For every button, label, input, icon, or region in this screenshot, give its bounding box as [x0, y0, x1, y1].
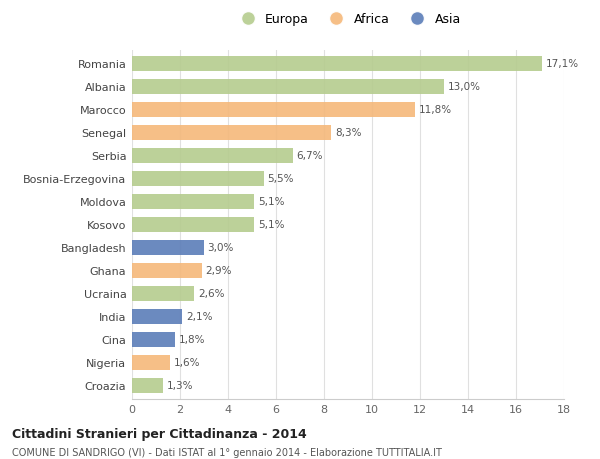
Text: 2,6%: 2,6% — [198, 289, 224, 299]
Bar — [132, 286, 194, 301]
Bar — [132, 263, 202, 278]
Bar — [132, 378, 163, 392]
Text: Cittadini Stranieri per Cittadinanza - 2014: Cittadini Stranieri per Cittadinanza - 2… — [12, 427, 307, 440]
Bar — [132, 332, 175, 347]
Bar — [132, 309, 182, 324]
Bar — [132, 57, 542, 71]
Text: 6,7%: 6,7% — [296, 151, 323, 161]
Text: 3,0%: 3,0% — [208, 243, 234, 253]
Text: 2,1%: 2,1% — [186, 312, 212, 322]
Text: 8,3%: 8,3% — [335, 128, 361, 138]
Text: 11,8%: 11,8% — [419, 105, 452, 115]
Bar — [132, 218, 254, 232]
Text: 5,5%: 5,5% — [268, 174, 294, 184]
Bar — [132, 172, 264, 186]
Text: 2,9%: 2,9% — [205, 266, 232, 276]
Text: 17,1%: 17,1% — [546, 59, 579, 69]
Text: 1,6%: 1,6% — [174, 358, 200, 368]
Bar — [132, 241, 204, 255]
Text: 5,1%: 5,1% — [258, 197, 284, 207]
Text: 5,1%: 5,1% — [258, 220, 284, 230]
Bar — [132, 126, 331, 140]
Bar — [132, 355, 170, 370]
Text: COMUNE DI SANDRIGO (VI) - Dati ISTAT al 1° gennaio 2014 - Elaborazione TUTTITALI: COMUNE DI SANDRIGO (VI) - Dati ISTAT al … — [12, 448, 442, 458]
Text: 1,8%: 1,8% — [179, 335, 205, 345]
Bar — [132, 80, 444, 94]
Text: 1,3%: 1,3% — [167, 381, 193, 391]
Bar — [132, 149, 293, 163]
Legend: Europa, Africa, Asia: Europa, Africa, Asia — [235, 13, 461, 26]
Text: 13,0%: 13,0% — [448, 82, 481, 92]
Bar — [132, 195, 254, 209]
Bar — [132, 103, 415, 117]
